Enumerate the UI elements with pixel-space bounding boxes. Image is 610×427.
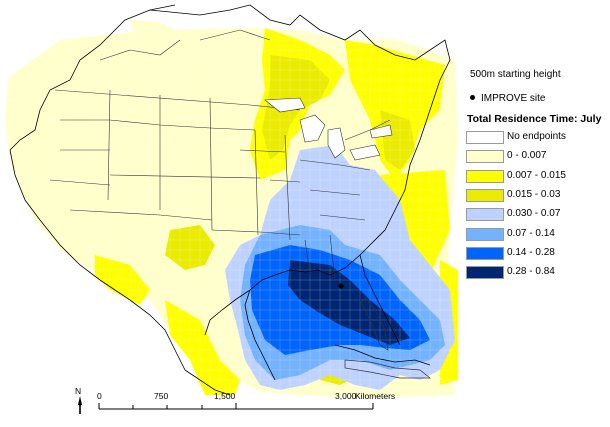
coastline (9, 4, 176, 151)
legend-site-label: IMPROVE site (481, 93, 546, 104)
state-border (239, 149, 286, 153)
legend-class-label: 0 - 0.007 (507, 150, 547, 162)
state-border (299, 159, 371, 171)
legend-swatch (466, 188, 504, 202)
florida-peninsula (359, 297, 389, 351)
state-border (199, 29, 271, 41)
legend-class-label: 0.015 - 0.03 (507, 188, 561, 200)
north-arrow: N (75, 386, 82, 414)
legend-class-label: 0.14 - 0.28 (507, 246, 555, 258)
state-border (99, 39, 181, 61)
residence-zone (288, 260, 410, 345)
scale-bar: 0 750 1,500 3,000 Kilometers (97, 391, 395, 410)
residence-time-grid (0, 0, 460, 427)
legend-title: Total Residence Time: July (467, 113, 602, 125)
state-border (211, 229, 301, 236)
legend-swatch (466, 246, 504, 260)
coastline (334, 344, 431, 366)
state-border (69, 209, 213, 221)
legend-class-row: 0.015 - 0.03 (466, 188, 606, 203)
state-border (319, 214, 366, 221)
boundary-lines (9, 4, 451, 396)
legend-site-entry: IMPROVE site (470, 93, 545, 104)
state-border (109, 174, 261, 179)
residence-zone (165, 300, 240, 395)
legend-class-row: 0.28 - 0.84 (466, 265, 606, 280)
legend-swatch (466, 169, 504, 183)
residence-zone (345, 40, 445, 180)
residence-zone (165, 225, 215, 270)
legend-class-row: 0.07 - 0.14 (466, 227, 606, 242)
coastline (184, 369, 231, 396)
coastline (359, 254, 401, 346)
scale-tick-3000: 3,000 (335, 391, 357, 401)
map-canvas: 0 750 1,500 3,000 Kilometers N (0, 0, 460, 427)
legend-class-row: 0.007 - 0.015 (466, 169, 606, 184)
improve-site-marker (338, 283, 344, 289)
legend-class-row: 0.030 - 0.07 (466, 207, 606, 222)
legend-swatch (466, 131, 504, 144)
scale-tick-750: 750 (154, 391, 168, 401)
legend-swatch (466, 208, 504, 222)
legend-class-label: 0.07 - 0.14 (507, 227, 555, 239)
lake (264, 97, 306, 113)
site-dot-icon (470, 94, 475, 100)
state-border (304, 239, 311, 276)
legend-swatch (466, 150, 504, 164)
legend-height-note: 500m starting height (470, 69, 561, 80)
legend-class-label: 0.007 - 0.015 (507, 169, 566, 181)
legend-class-label: 0.030 - 0.07 (507, 208, 561, 220)
grid-cell-overlay (0, 0, 460, 427)
residence-zone (130, 20, 175, 40)
state-border (254, 129, 259, 236)
coastline (149, 4, 451, 256)
residence-zone (95, 255, 150, 305)
lake (327, 127, 346, 159)
scale-tick-0: 0 (97, 391, 102, 401)
state-border (329, 234, 336, 281)
residence-zone (380, 110, 415, 170)
state-border (309, 189, 361, 196)
residence-zone (380, 170, 450, 270)
residence-time-map: 0 750 1,500 3,000 Kilometers N (0, 0, 460, 427)
legend-class-row: No endpoints (466, 130, 606, 145)
coastline (244, 254, 361, 381)
lake (369, 124, 393, 139)
legend-swatch (466, 227, 504, 241)
state-border (49, 179, 111, 186)
legend-class-row: 0.14 - 0.28 (466, 246, 606, 261)
cuba (344, 359, 431, 379)
legend-swatch (466, 266, 504, 280)
scale-tick-1500: 1,500 (214, 391, 236, 401)
coastline (204, 289, 251, 336)
state-border (209, 97, 213, 231)
coastline (9, 149, 186, 371)
improve-site-layer (338, 283, 344, 289)
scale-units: Kilometers (355, 391, 395, 401)
state-border (269, 179, 301, 183)
legend-class-label: No endpoints (507, 131, 566, 142)
lake (349, 144, 381, 161)
lake (299, 114, 326, 143)
state-border (284, 134, 291, 241)
legend-panel: 500m starting height IMPROVE site Total … (462, 0, 610, 427)
legend-class-label: 0.28 - 0.84 (507, 266, 555, 278)
state-border (107, 89, 111, 201)
legend-class-row: 0 - 0.007 (466, 149, 606, 164)
north-arrow-label: N (75, 386, 81, 396)
